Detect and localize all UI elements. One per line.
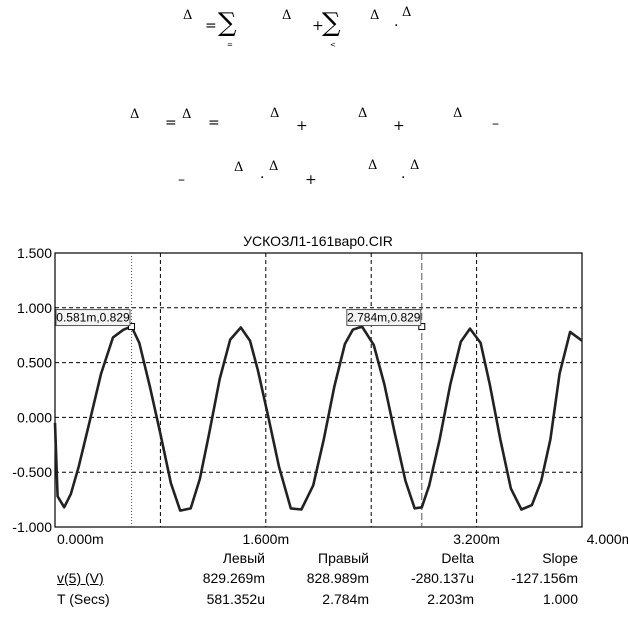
grid (55, 253, 582, 527)
cursor-label-box (55, 309, 131, 327)
cursor-labels: 0.581m,0.829 2.784m,0.829 (55, 309, 426, 331)
eq1-delta-2: Δ (282, 8, 292, 23)
readout-v5-delta: -280.137u (410, 570, 474, 586)
equation-block: Δ = ∑ = Δ + ∑ < Δ . Δ Δ = Δ = Δ + Δ + Δ … (0, 0, 628, 188)
y-tick-label: 0.500 (17, 355, 52, 371)
eq3-delta-2: Δ (269, 159, 279, 174)
eq3-delta-4: Δ (410, 158, 420, 173)
y-tick-label: -1.000 (12, 519, 52, 535)
eq3-delta-3: Δ (368, 158, 378, 173)
eq2-minus: – (492, 116, 499, 132)
eq1-delta-1: Δ (183, 8, 193, 23)
x-tick-label: 4.000m (587, 531, 628, 547)
cursor-marker (128, 323, 136, 331)
cursor-label: 0.581m,0.829 (56, 311, 130, 325)
readout-row-t-name: T (Secs) (57, 591, 110, 607)
x-tick-labels: 0.000m 1.600m 3.200m 4.000m (57, 531, 628, 547)
eq3-dot-2: . (401, 166, 406, 182)
x-tick-label: 0.000m (57, 531, 104, 547)
plot-frame (54, 252, 583, 528)
readout-row-v5-name[interactable]: v(5) (V) (57, 570, 104, 586)
y-tick-label: 1.500 (17, 245, 52, 261)
series-line (53, 325, 583, 512)
eq2-plus-1: + (296, 118, 308, 134)
eq2-delta-3: Δ (270, 106, 280, 121)
eq1-plus: + (312, 18, 324, 34)
readout-header-right: Правый (318, 550, 369, 566)
eq2-delta-4: Δ (358, 106, 368, 121)
eq3-dot-1: . (260, 166, 265, 182)
eq2-equals-1: = (165, 115, 177, 131)
eq1-delta-3: Δ (370, 8, 380, 23)
readout-t-slope: 1.000 (542, 591, 578, 607)
eq1-sum-1: ∑ (218, 8, 237, 38)
cursors (131, 253, 423, 527)
eq3-delta-1: Δ (234, 160, 244, 175)
eq1-sub-2: < (330, 41, 336, 49)
eq1-dot: . (394, 14, 399, 30)
readout-header-delta: Delta (441, 550, 474, 566)
readout-v5-right: 828.989m (306, 570, 369, 586)
y-tick-label: -0.500 (12, 464, 52, 480)
eq3-minus: – (178, 172, 185, 188)
cursor-label: 2.784m,0.829 (347, 311, 421, 325)
eq1-sub-1: = (227, 41, 233, 49)
readout-t-left: 581.352u (206, 591, 265, 607)
eq2-delta-5: Δ (453, 106, 463, 121)
readout-t-right: 2.784m (322, 591, 369, 607)
cursor-marker (418, 323, 426, 331)
readout-header-left: Левый (222, 550, 265, 566)
y-tick-label: 1.000 (17, 300, 52, 316)
readout-t-delta: 2.203m (427, 591, 474, 607)
eq2-delta-2: Δ (182, 107, 192, 122)
x-tick-label: 3.200m (453, 531, 500, 547)
readout-header-slope: Slope (542, 550, 578, 566)
y-tick-label: 0.000 (17, 409, 52, 425)
chart-svg: УСКОЗЛ1-161вар0.CIR 1.500 1.000 0.500 0.000… (12, 233, 628, 547)
eq1-delta-4: Δ (402, 5, 412, 20)
eq1-equals: = (205, 18, 217, 34)
readout-v5-left: 829.269m (202, 570, 265, 586)
eq1-sum-2: ∑ (322, 8, 341, 38)
eq2-delta-1: Δ (130, 107, 140, 122)
eq2-plus-2: + (393, 118, 405, 134)
chart-title: УСКОЗЛ1-161вар0.CIR (243, 233, 393, 249)
cursor-label-box (346, 309, 422, 327)
eq3-plus: + (305, 172, 317, 188)
x-tick-label: 1.600m (242, 531, 289, 547)
eq2-equals-2: = (208, 115, 220, 131)
y-tick-labels: 1.500 1.000 0.500 0.000 -0.500 -1.000 (12, 245, 52, 535)
readout-v5-slope: -127.156m (511, 570, 578, 586)
